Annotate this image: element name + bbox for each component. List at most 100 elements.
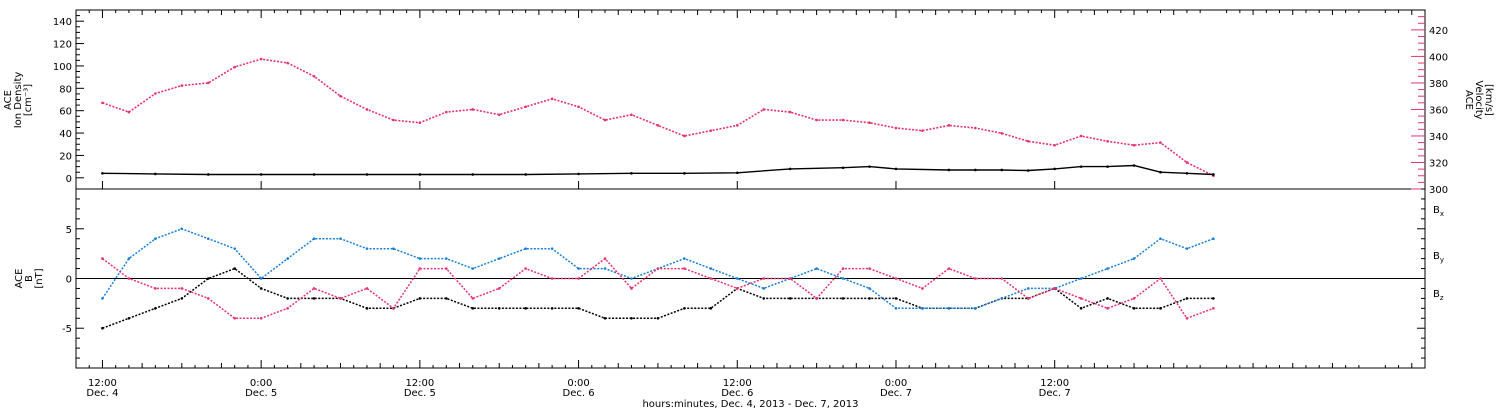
data-point-velocity [1079,134,1083,138]
data-point-by [735,277,739,280]
data-point-by [868,287,871,290]
data-point-velocity [735,124,739,127]
x-tick-time: 12:00 [1040,378,1069,389]
data-point-density [1053,167,1056,171]
data-point-by [947,307,951,310]
data-point-by [683,257,686,260]
data-point-bx [471,307,475,310]
legend-by: By [1433,251,1444,264]
data-point-bx [1079,307,1083,310]
x-tick-time: 0:00 [567,378,589,389]
data-point-bz [312,287,316,290]
data-point-velocity [974,126,977,130]
data-point-by [815,267,818,270]
data-point-bx [868,297,871,300]
data-point-by [894,307,898,310]
data-point-density [312,173,316,176]
data-point-velocity [1106,139,1109,143]
right-tick-label: 420 [1429,26,1448,37]
data-point-bx [259,287,263,290]
data-point-bz [550,277,554,280]
data-point-bx [154,307,157,310]
data-point-bz [497,287,501,290]
data-point-bx [1106,297,1109,300]
data-point-velocity [1159,141,1162,144]
data-point-velocity [101,101,104,105]
data-point-velocity [445,110,448,114]
data-point-density [788,167,792,171]
data-point-bz [894,277,898,280]
data-point-bx [312,297,316,300]
series-line-velocity [102,58,1214,177]
data-point-bx [233,267,237,270]
data-point-bx [1212,297,1215,300]
data-point-by [339,237,342,241]
data-point-bz [630,287,633,290]
data-point-velocity [1132,143,1136,147]
data-point-bx [709,307,713,310]
left-tick-label: 80 [59,84,72,95]
data-point-velocity [418,121,422,125]
data-point-bx [894,297,898,300]
x-tick-day: Dec. 5 [404,388,436,399]
data-point-by [154,237,157,241]
data-point-bz [841,267,845,270]
left-tick-label: 40 [59,129,72,140]
data-point-bx [445,297,448,300]
data-point-density [524,173,527,176]
left-axis-title: [cm⁻³] [23,84,34,116]
x-tick-time: 0:00 [250,378,272,389]
data-point-density [894,167,898,171]
data-point-density [1000,168,1004,172]
data-point-bz [735,287,739,290]
data-point-by [1132,257,1136,260]
data-point-velocity [365,108,369,111]
legend-bz: Bz [1433,289,1444,302]
data-point-bz [656,267,660,270]
data-point-by [259,277,263,280]
b-axis-title: ACE [14,269,25,289]
data-point-density [206,173,210,176]
data-point-by [603,267,607,270]
data-point-velocity [762,108,766,111]
left-axis-title: Ion Density [13,72,24,129]
data-point-velocity [630,113,633,117]
data-point-bz [1000,277,1004,280]
data-point-density [1026,169,1030,172]
data-point-by [445,257,448,260]
right-tick-label: 400 [1429,52,1448,63]
data-point-velocity [1000,132,1004,135]
data-point-bx [683,307,686,310]
data-point-bz [815,297,818,300]
data-point-bx [603,316,607,320]
data-point-bx [656,316,660,320]
data-point-velocity [868,121,871,125]
data-point-velocity [577,105,580,109]
data-point-velocity [259,57,263,61]
data-point-by [1159,237,1162,241]
data-point-bz [921,287,924,290]
data-point-velocity [921,129,924,132]
data-point-bz [339,297,342,300]
right-axis-title: Velocity [1473,80,1484,119]
x-axis-title: hours:minutes, Dec. 4, 2013 - Dec. 7, 20… [642,399,858,410]
legend-bx: Bx [1433,205,1444,218]
data-point-bx [127,316,131,320]
left-tick-label: 100 [53,62,72,73]
data-point-velocity [894,126,898,130]
data-point-bx [762,297,766,300]
data-point-by [392,247,395,250]
data-point-density [1079,165,1083,168]
data-point-bz [577,277,580,280]
data-point-bz [524,267,527,270]
data-point-bz [1079,297,1083,300]
data-point-density [101,172,104,175]
data-point-velocity [154,92,157,95]
data-point-bz [1185,316,1189,320]
top-panel-frame [75,9,1426,190]
data-point-velocity [1185,161,1189,164]
data-point-bz [868,267,871,270]
x-tick-day: Dec. 6 [563,388,595,399]
data-point-bz [206,297,210,300]
